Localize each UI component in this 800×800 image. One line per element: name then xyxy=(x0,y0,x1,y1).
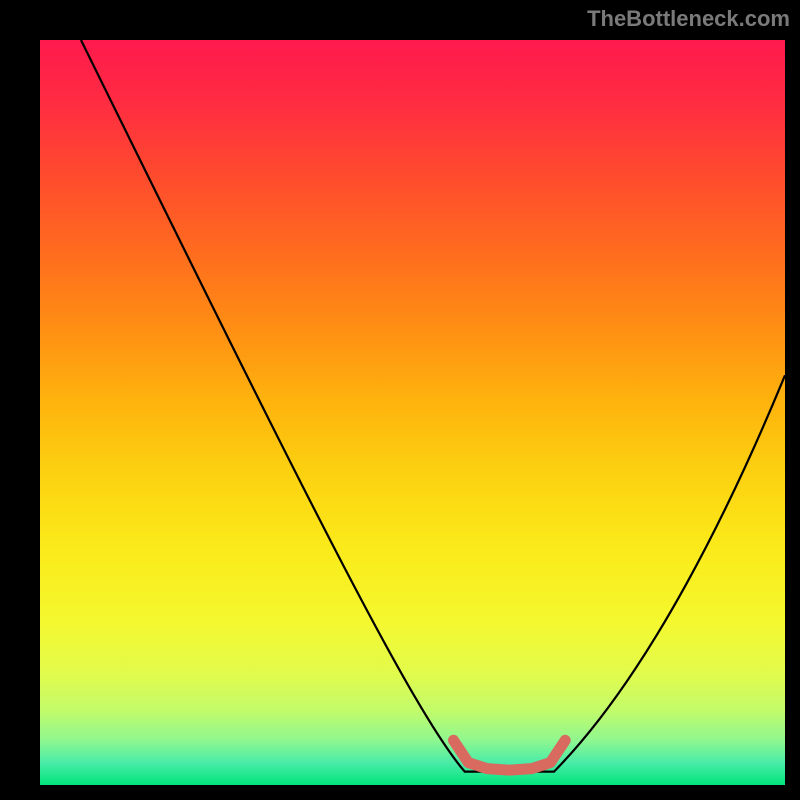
watermark-text: TheBottleneck.com xyxy=(587,6,790,32)
bottleneck-chart xyxy=(0,0,800,800)
gradient-background xyxy=(40,40,785,785)
